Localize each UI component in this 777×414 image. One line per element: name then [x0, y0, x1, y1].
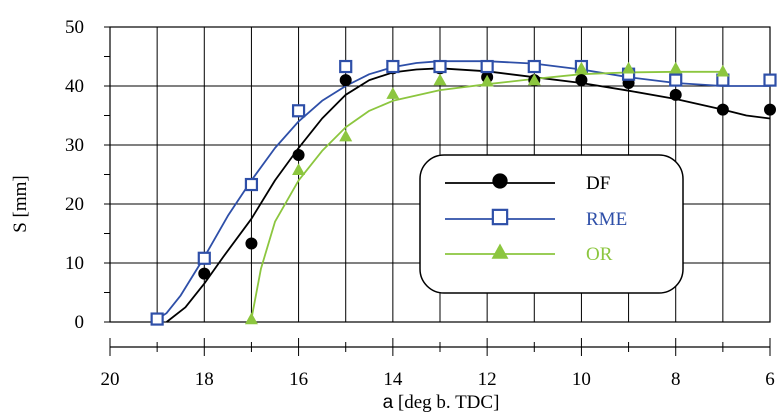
- legend-box: [419, 154, 684, 294]
- y-tick-label: 0: [75, 312, 85, 333]
- legend-marker-df: [492, 173, 508, 189]
- data-point-df: [292, 149, 305, 162]
- data-point-df: [716, 103, 729, 116]
- data-point-or: [574, 61, 588, 74]
- data-point-or: [386, 87, 400, 99]
- data-point-rme: [527, 59, 541, 74]
- x-axis-title-symbol: a: [383, 392, 394, 413]
- legend-label-or: OR: [586, 244, 613, 265]
- legend: DF RME OR: [419, 154, 684, 294]
- data-point-or: [480, 74, 494, 87]
- y-tick-label: 40: [65, 76, 84, 97]
- y-tick-label: 10: [65, 253, 84, 274]
- data-point-or: [622, 61, 636, 74]
- data-point-rme: [480, 59, 494, 74]
- data-point-rme: [197, 251, 211, 265]
- x-tick-label: 16: [289, 369, 308, 390]
- data-point-rme: [150, 312, 164, 326]
- legend-marker-or: [491, 243, 509, 259]
- y-axis-title: S [mm]: [10, 175, 31, 233]
- data-point-or: [433, 73, 447, 86]
- data-point-rme: [291, 104, 306, 118]
- series-markers: [150, 59, 777, 326]
- x-tick-label: 8: [671, 369, 681, 390]
- data-point-rme: [433, 59, 447, 74]
- data-point-df: [245, 237, 258, 250]
- data-point-df: [198, 267, 211, 280]
- legend-label-df: DF: [586, 173, 610, 194]
- data-point-df: [339, 74, 352, 87]
- y-tick-label: 30: [65, 135, 84, 156]
- x-tick-label: 14: [383, 369, 403, 390]
- x-axis-title-unit: [deg b. TDC]: [393, 392, 499, 413]
- data-point-or: [527, 73, 541, 86]
- data-point-rme: [339, 59, 353, 74]
- x-tick-label: 18: [195, 369, 214, 390]
- data-point-df: [669, 88, 682, 101]
- series-line-or: [250, 70, 723, 320]
- data-point-or: [339, 129, 353, 142]
- data-point-or: [716, 64, 730, 77]
- data-point-rme: [386, 59, 400, 74]
- legend-label-rme: RME: [586, 209, 627, 230]
- series-line-rme: [156, 60, 770, 320]
- data-point-rme: [763, 73, 777, 87]
- data-point-rme: [669, 73, 683, 87]
- y-tick-label: 20: [65, 194, 84, 215]
- data-point-rme: [244, 177, 259, 192]
- data-point-df: [764, 103, 776, 116]
- legend-marker-rme: [491, 208, 509, 226]
- x-tick-label: 20: [101, 369, 120, 390]
- x-axis-title: a [deg b. TDC]: [383, 392, 500, 413]
- y-tick-label: 50: [65, 17, 84, 38]
- data-point-df: [575, 74, 588, 87]
- y-axis: 0 10 20 30 40 50: [65, 17, 110, 333]
- data-point-or: [669, 61, 683, 74]
- x-axis: 20 18 16 14 12 10 8 6: [101, 338, 775, 390]
- x-tick-label: 12: [478, 369, 497, 390]
- x-tick-label: 6: [765, 369, 775, 390]
- x-tick-label: 10: [572, 369, 591, 390]
- data-point-or: [244, 312, 258, 325]
- data-point-or: [292, 163, 306, 175]
